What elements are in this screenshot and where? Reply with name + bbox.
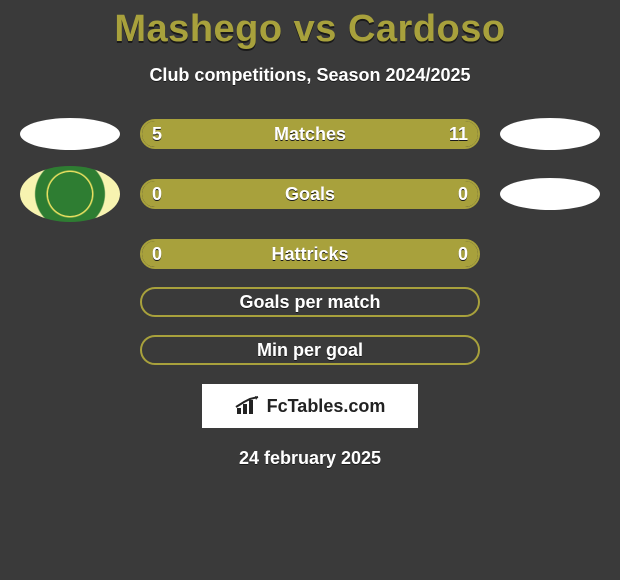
chart-icon	[235, 396, 261, 416]
stat-right-value: 0	[458, 184, 468, 205]
stat-bar: 0 Goals 0	[140, 179, 480, 209]
source-logo: FcTables.com	[202, 384, 418, 428]
badge-spacer	[20, 238, 120, 270]
stat-bar: Min per goal	[140, 335, 480, 365]
stat-row: Goals per match	[0, 286, 620, 318]
club-badge-right	[500, 118, 600, 150]
stat-row: 0 Goals 0	[0, 166, 620, 222]
page-title: Mashego vs Cardoso	[0, 8, 620, 51]
club-badge-left	[20, 118, 120, 150]
stat-label: Min per goal	[257, 340, 363, 361]
stat-row: Min per goal	[0, 334, 620, 366]
stat-label: Goals	[285, 184, 335, 205]
stat-bar: Goals per match	[140, 287, 480, 317]
stat-right-value: 11	[449, 124, 468, 145]
stat-bar: 5 Matches 11	[140, 119, 480, 149]
stat-row: 5 Matches 11	[0, 118, 620, 150]
badge-spacer	[500, 334, 600, 366]
generated-date: 24 february 2025	[0, 448, 620, 469]
stat-label: Matches	[274, 124, 346, 145]
stats-rows: 5 Matches 11 0 Goals 0 0 Hattricks	[0, 118, 620, 366]
club-crest-left	[20, 166, 120, 222]
logo-text: FcTables.com	[267, 396, 386, 417]
stat-label: Goals per match	[239, 292, 380, 313]
stat-bar: 0 Hattricks 0	[140, 239, 480, 269]
badge-spacer	[20, 286, 120, 318]
badge-spacer	[500, 238, 600, 270]
badge-spacer	[500, 286, 600, 318]
badge-spacer	[20, 334, 120, 366]
stat-left-value: 5	[152, 124, 162, 145]
club-badge-right	[500, 178, 600, 210]
stat-label: Hattricks	[271, 244, 348, 265]
stat-row: 0 Hattricks 0	[0, 238, 620, 270]
stat-left-value: 0	[152, 244, 162, 265]
stat-right-value: 0	[458, 244, 468, 265]
infographic-container: Mashego vs Cardoso Club competitions, Se…	[0, 0, 620, 469]
stat-left-value: 0	[152, 184, 162, 205]
subtitle: Club competitions, Season 2024/2025	[0, 65, 620, 86]
